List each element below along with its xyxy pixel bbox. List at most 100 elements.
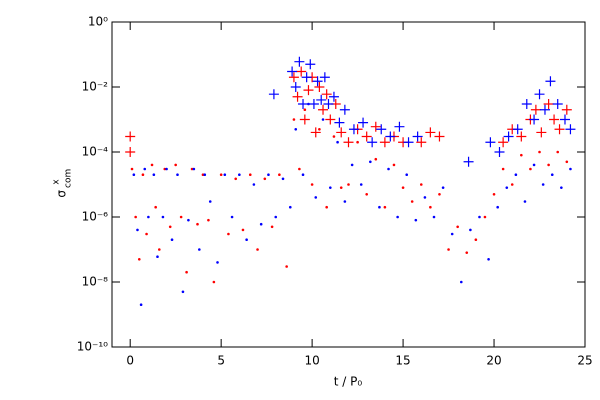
dot-point <box>501 167 505 171</box>
dot-point <box>541 183 545 186</box>
x-tick-label: 25 <box>577 354 592 368</box>
plus-point <box>545 76 556 87</box>
dot-point <box>514 173 518 177</box>
plus-point <box>412 131 423 142</box>
plus-point <box>379 137 390 148</box>
dot-point <box>569 167 572 171</box>
dot-point <box>414 218 418 222</box>
dot-point <box>556 150 560 154</box>
plus-point <box>328 91 339 102</box>
dot-point <box>136 228 139 232</box>
dot-point <box>378 205 381 209</box>
dot-point <box>219 173 223 177</box>
y-axis-label: σ x com <box>52 169 74 198</box>
plus-point <box>287 66 298 77</box>
plus-point <box>314 82 325 92</box>
dot-point <box>438 192 441 196</box>
x-tick-label: 15 <box>395 354 410 368</box>
dot-point <box>154 205 157 209</box>
dot-point <box>259 222 263 226</box>
dot-point <box>145 232 148 236</box>
dot-point <box>161 215 165 219</box>
plus-point <box>554 124 565 135</box>
dot-point <box>401 186 405 189</box>
dot-point <box>230 215 234 219</box>
y-tick-label: 10⁻⁶ <box>82 210 109 224</box>
dot-point <box>496 205 499 209</box>
dot-point <box>419 183 423 186</box>
plus-point <box>512 124 523 135</box>
plus-point <box>296 66 307 77</box>
dot-point <box>132 173 136 177</box>
dot-point <box>201 173 205 177</box>
plus-point <box>288 72 299 83</box>
plus-point <box>534 89 545 100</box>
plus-point <box>323 98 334 109</box>
dot-point <box>208 200 212 203</box>
dot-point <box>350 163 354 167</box>
dot-point <box>332 135 336 138</box>
x-tick-label: 20 <box>486 354 501 368</box>
plus-point <box>343 137 354 148</box>
plus-point <box>559 114 570 125</box>
plus-point <box>336 127 347 138</box>
dot-point <box>281 177 285 181</box>
dot-point <box>336 140 339 144</box>
plus-point <box>310 127 321 138</box>
y-tick-label: 10⁻⁸ <box>82 275 109 289</box>
y-axis-label-sup: x <box>52 179 62 185</box>
dot-point <box>450 232 454 236</box>
plus-point <box>292 91 303 102</box>
plus-point <box>268 89 279 100</box>
dot-point <box>356 140 359 144</box>
plus-point <box>358 117 369 128</box>
dot-point <box>227 232 230 236</box>
dot-point <box>396 215 399 219</box>
dot-point <box>441 186 445 189</box>
dot-point <box>369 160 372 164</box>
dot-point <box>474 238 478 242</box>
dot-point <box>181 290 185 294</box>
dot-point <box>310 183 314 186</box>
dot-point <box>298 167 301 171</box>
dot-point <box>529 167 532 171</box>
dot-point <box>190 167 194 171</box>
y-tick-label: 10⁻¹⁰ <box>77 340 108 354</box>
dot-point <box>245 238 248 242</box>
dot-point <box>483 215 487 219</box>
dot-point <box>487 257 490 261</box>
dot-point <box>294 127 298 131</box>
dot-point <box>203 173 207 177</box>
plus-point <box>434 131 445 142</box>
dot-point <box>241 228 245 232</box>
dot-point <box>274 215 278 219</box>
plus-point <box>403 137 414 148</box>
dot-point <box>263 177 267 181</box>
plus-point <box>290 82 301 92</box>
dot-point <box>301 173 305 177</box>
plus-point <box>299 114 310 125</box>
dot-point <box>321 118 325 121</box>
plus-point <box>530 104 541 115</box>
dot-point <box>565 160 569 164</box>
dot-point <box>447 248 450 251</box>
dot-point <box>492 192 496 196</box>
dot-point <box>198 248 201 251</box>
plus-point <box>503 131 514 142</box>
plus-point <box>303 85 314 96</box>
plus-point <box>425 127 436 138</box>
dot-point <box>234 177 238 181</box>
plus-point <box>125 147 136 157</box>
dot-point <box>339 186 343 189</box>
dot-point <box>469 228 472 232</box>
dot-point <box>143 167 147 171</box>
plus-point <box>325 114 336 125</box>
plus-point <box>367 137 378 148</box>
dot-point <box>163 167 167 171</box>
dot-point <box>520 153 523 157</box>
dot-point <box>176 173 179 177</box>
x-tick-label: 10 <box>304 354 319 368</box>
dot-point <box>325 205 328 209</box>
plus-point <box>334 117 345 128</box>
dot-point <box>139 303 143 307</box>
